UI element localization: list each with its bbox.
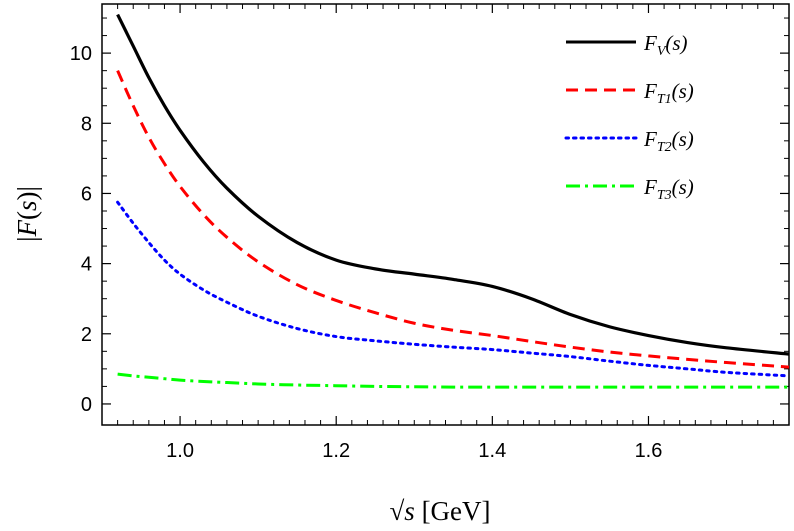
- y-tick-label: 6: [81, 183, 92, 205]
- legend: FV(s)FT1(s)FT2(s)FT3(s): [564, 31, 694, 203]
- legend-label-base: F: [643, 127, 657, 151]
- x-tick-label: 1.0: [166, 440, 194, 462]
- legend-label-2: FT1(s): [643, 79, 694, 107]
- series-line-2: [116, 70, 790, 369]
- series-line-4: [117, 372, 789, 389]
- legend-label-base: F: [643, 79, 657, 103]
- x-tick-label: 1.2: [322, 440, 350, 462]
- legend-label-3: FT2(s): [643, 127, 694, 155]
- legend-label-base: F: [643, 175, 657, 199]
- legend-label-sub: T1: [657, 92, 672, 107]
- legend-label-sub: T3: [657, 188, 672, 203]
- legend-label-arg: (s): [672, 175, 694, 199]
- y-axis-title-arg: s: [12, 200, 42, 211]
- x-axis-title-var: s: [404, 496, 415, 526]
- series-layer: [116, 13, 791, 389]
- y-axis-title-open: (: [12, 211, 42, 220]
- legend-label-base: F: [643, 31, 657, 55]
- x-tick-label: 1.6: [635, 440, 663, 462]
- legend-label-4: FT3(s): [643, 175, 694, 203]
- y-tick-label: 4: [81, 254, 92, 276]
- y-tick-label: 0: [81, 394, 92, 416]
- y-tick-label: 10: [70, 43, 92, 65]
- legend-label-sub: T2: [657, 140, 672, 155]
- x-tick-label: 1.4: [478, 440, 506, 462]
- legend-label-1: FV(s): [643, 31, 688, 59]
- y-tick-label: 2: [81, 324, 92, 346]
- y-axis-title-bar-left: |: [12, 237, 42, 242]
- x-axis-title: √s [GeV]: [389, 496, 490, 526]
- y-tick-label: 8: [81, 113, 92, 135]
- y-axis-title-var: F: [12, 220, 42, 238]
- ticks-layer: 1.0 1.2 1.4 1.6 0 2 4 6 8 10: [70, 4, 790, 462]
- y-axis-title-bar-right: |: [12, 186, 42, 191]
- legend-label-arg: (s): [672, 79, 694, 103]
- legend-label-arg: (s): [672, 127, 694, 151]
- plot-frame: [101, 3, 790, 426]
- legend-label-sub: V: [657, 44, 667, 59]
- series-line-1: [116, 13, 790, 356]
- x-axis-title-unit: [GeV]: [415, 496, 491, 526]
- series-line-3: [116, 200, 791, 378]
- y-axis-title: |F(s)|: [12, 186, 42, 242]
- x-axis-title-radical: √: [389, 496, 404, 526]
- y-axis-title-close: ): [12, 191, 42, 200]
- legend-label-arg: (s): [665, 31, 687, 55]
